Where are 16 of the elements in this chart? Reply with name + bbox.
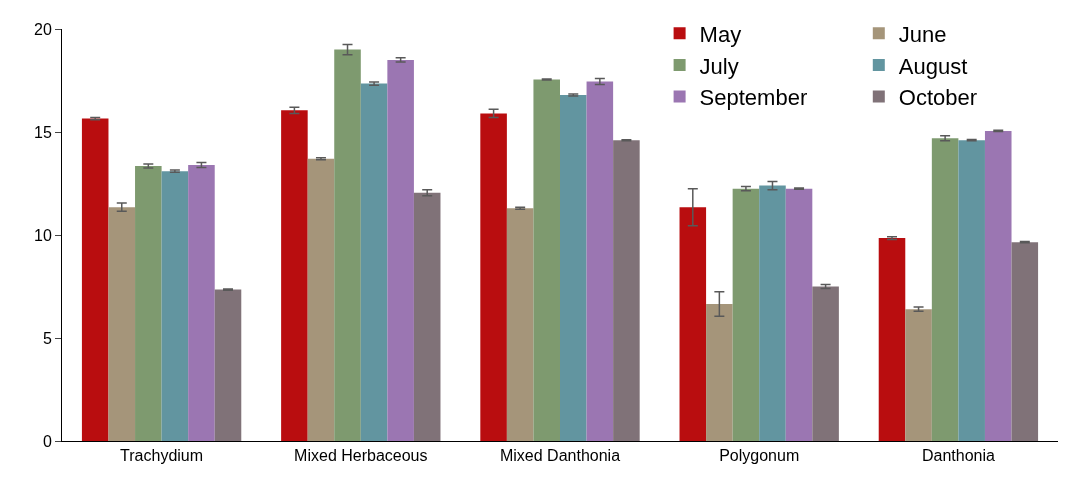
y-tick-label: 5 (42, 329, 52, 347)
x-tick-label: Danthonia (921, 447, 995, 465)
legend-label: September (699, 85, 808, 111)
legend-label: August (898, 53, 968, 79)
legend-label: May (699, 21, 742, 47)
x-tick-label: Polygonum (719, 447, 800, 465)
legend-label: July (699, 53, 739, 79)
x-tick-label: Mixed Herbaceous (294, 447, 428, 465)
y-tick-label: 10 (34, 226, 52, 244)
legend-label: October (898, 85, 978, 111)
x-tick-label: Trachydium (120, 447, 204, 465)
y-tick-label: 20 (34, 20, 52, 38)
x-tick-label: Mixed Danthonia (499, 447, 621, 465)
y-tick-label: 15 (34, 123, 52, 141)
y-tick-label: 0 (42, 432, 52, 450)
legend-label: June (898, 21, 947, 47)
